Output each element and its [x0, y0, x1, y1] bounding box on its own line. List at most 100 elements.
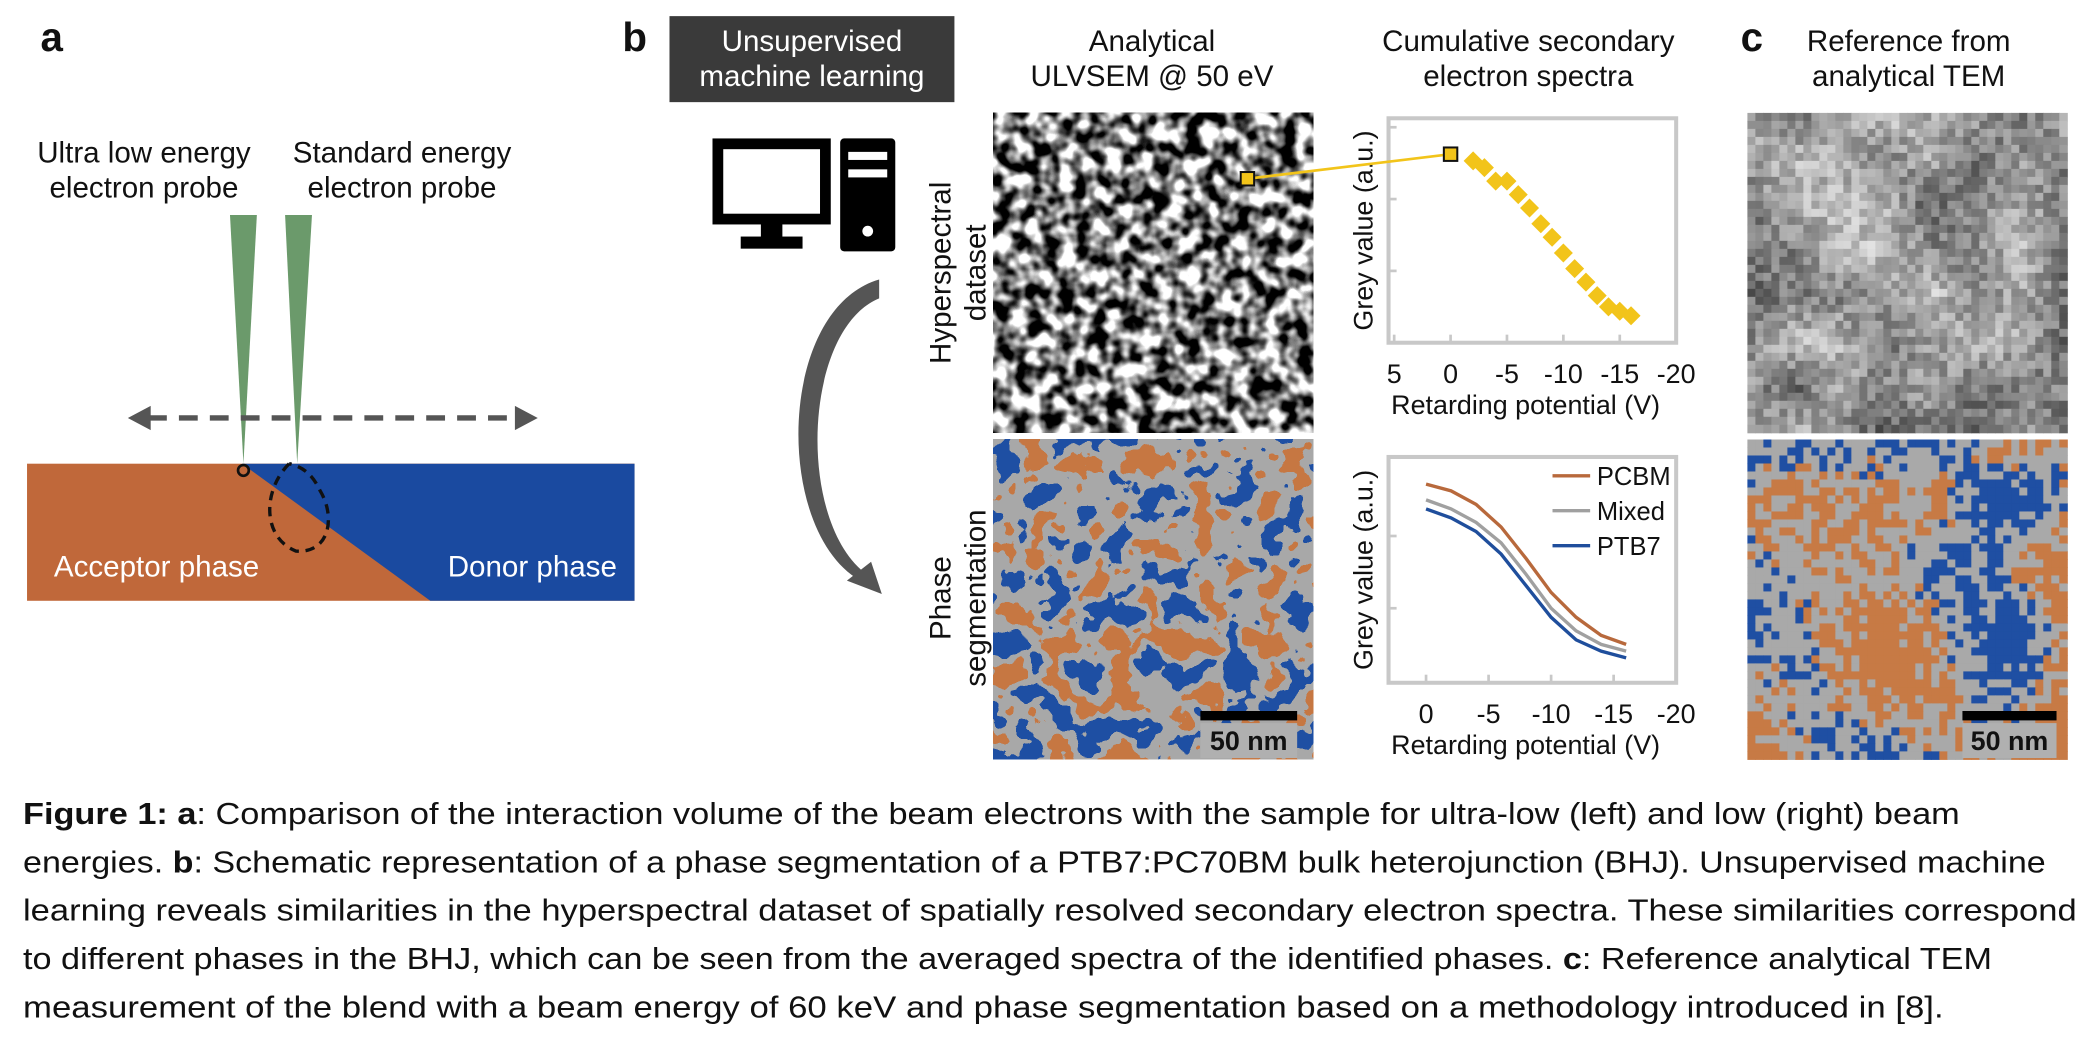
tem-pixel — [1779, 152, 1788, 162]
seg-pixel — [1859, 471, 1868, 481]
plot-frame — [1386, 454, 1679, 685]
tem-pixel — [1891, 232, 1900, 242]
seg-pixel — [1963, 623, 1972, 632]
seg-pixel — [1915, 543, 1924, 552]
tem-pixel — [1819, 120, 1828, 130]
tem-pixel — [1883, 144, 1892, 154]
tem-pixel — [1899, 200, 1908, 210]
tem-pixel — [1883, 152, 1892, 162]
seg-pixel — [1995, 463, 2004, 473]
tem-pixel — [1939, 136, 1948, 146]
tem-pixel — [2019, 184, 2028, 194]
seg-pixel — [1979, 631, 1988, 640]
seg-pixel — [1755, 551, 1764, 560]
tem-pixel — [1963, 288, 1972, 298]
tem-pixel — [1867, 392, 1876, 402]
seg-pixel — [1979, 703, 1988, 712]
seg-pixel — [1963, 687, 1972, 696]
seg-pixel — [1995, 663, 2004, 672]
seg-pixel — [2035, 503, 2044, 513]
seg-pixel — [2003, 607, 2012, 616]
seg-pixel — [1803, 519, 1812, 529]
seg-pixel — [2043, 487, 2052, 497]
tem-pixel — [1795, 320, 1804, 330]
seg-pixel — [1771, 703, 1780, 712]
tem-pixel — [1803, 168, 1812, 178]
tem-pixel — [1883, 184, 1892, 194]
tem-pixel — [1955, 184, 1964, 194]
tem-pixel — [1851, 272, 1860, 282]
seg-pixel — [1915, 575, 1924, 584]
seg-pixel — [1803, 479, 1812, 489]
tem-pixel — [1819, 376, 1828, 386]
seg-pixel — [1987, 655, 1996, 664]
tem-pixel — [2051, 424, 2060, 434]
tem-pixel — [1843, 296, 1852, 306]
tem-pixel — [1867, 216, 1876, 226]
column-header: ULVSEM @ 50 eV — [1031, 60, 1274, 93]
seg-pixel — [1787, 487, 1796, 497]
tem-pixel — [1875, 288, 1884, 298]
tem-pixel — [1835, 288, 1844, 298]
tem-pixel — [1947, 416, 1956, 426]
seg-pixel — [1907, 535, 1916, 544]
tem-pixel — [1899, 168, 1908, 178]
seg-pixel — [1867, 711, 1876, 720]
tem-pixel — [2043, 184, 2052, 194]
tem-pixel — [1875, 280, 1884, 290]
tem-pixel — [1779, 368, 1788, 378]
seg-pixel — [1771, 479, 1780, 489]
seg-pixel — [1771, 735, 1780, 744]
tem-pixel — [1763, 144, 1772, 154]
seg-pixel — [1787, 479, 1796, 489]
seg-pixel — [2003, 487, 2012, 497]
tem-pixel — [1851, 336, 1860, 346]
seg-pixel — [1747, 743, 1756, 752]
seg-pixel — [1939, 615, 1948, 624]
seg-pixel — [1995, 679, 2004, 688]
tem-pixel — [1907, 144, 1916, 154]
tem-pixel — [2027, 248, 2036, 258]
seg-pixel — [2035, 567, 2044, 576]
tem-pixel — [1963, 224, 1972, 234]
seg-pixel — [1947, 687, 1956, 696]
seg-pixel — [1883, 583, 1892, 592]
tem-pixel — [2051, 376, 2060, 386]
tem-pixel — [1803, 112, 1812, 122]
tem-pixel — [1779, 424, 1788, 434]
seg-pixel — [1955, 631, 1964, 640]
point — [1576, 272, 1596, 292]
tem-pixel — [1827, 400, 1836, 410]
tem-pixel — [1779, 344, 1788, 354]
tem-pixel — [2035, 176, 2044, 186]
seg-pixel — [1851, 703, 1860, 712]
seg-pixel — [1867, 695, 1876, 704]
tem-pixel — [1947, 352, 1956, 362]
tem-pixel — [1827, 184, 1836, 194]
seg-pixel — [1771, 615, 1780, 624]
tem-pixel — [2011, 128, 2020, 138]
seg-pixel — [1867, 479, 1876, 489]
tem-pixel — [2043, 152, 2052, 162]
seg-pixel — [1747, 703, 1756, 712]
series-line — [1425, 507, 1627, 660]
tem-pixel — [1923, 136, 1932, 146]
tem-pixel — [1747, 384, 1756, 394]
caption-run: Figure 1: a — [23, 796, 197, 831]
tem-pixel — [1883, 320, 1892, 330]
seg-pixel — [1931, 471, 1940, 481]
seg-pixel — [1971, 575, 1980, 584]
seg-pixel — [2043, 671, 2052, 680]
tem-pixel — [1795, 352, 1804, 362]
tem-pixel — [1923, 240, 1932, 250]
tem-pixel — [1963, 208, 1972, 218]
tem-pixel — [2011, 320, 2020, 330]
tem-pixel — [1787, 400, 1796, 410]
seg-pixel — [1931, 527, 1940, 536]
seg-pixel — [2027, 575, 2036, 584]
tem-pixel — [1747, 400, 1756, 410]
seg-pixel — [2003, 655, 2012, 664]
tem-pixel — [2059, 368, 2068, 378]
seg-pixel — [1771, 695, 1780, 704]
tem-pixel — [1963, 344, 1972, 354]
